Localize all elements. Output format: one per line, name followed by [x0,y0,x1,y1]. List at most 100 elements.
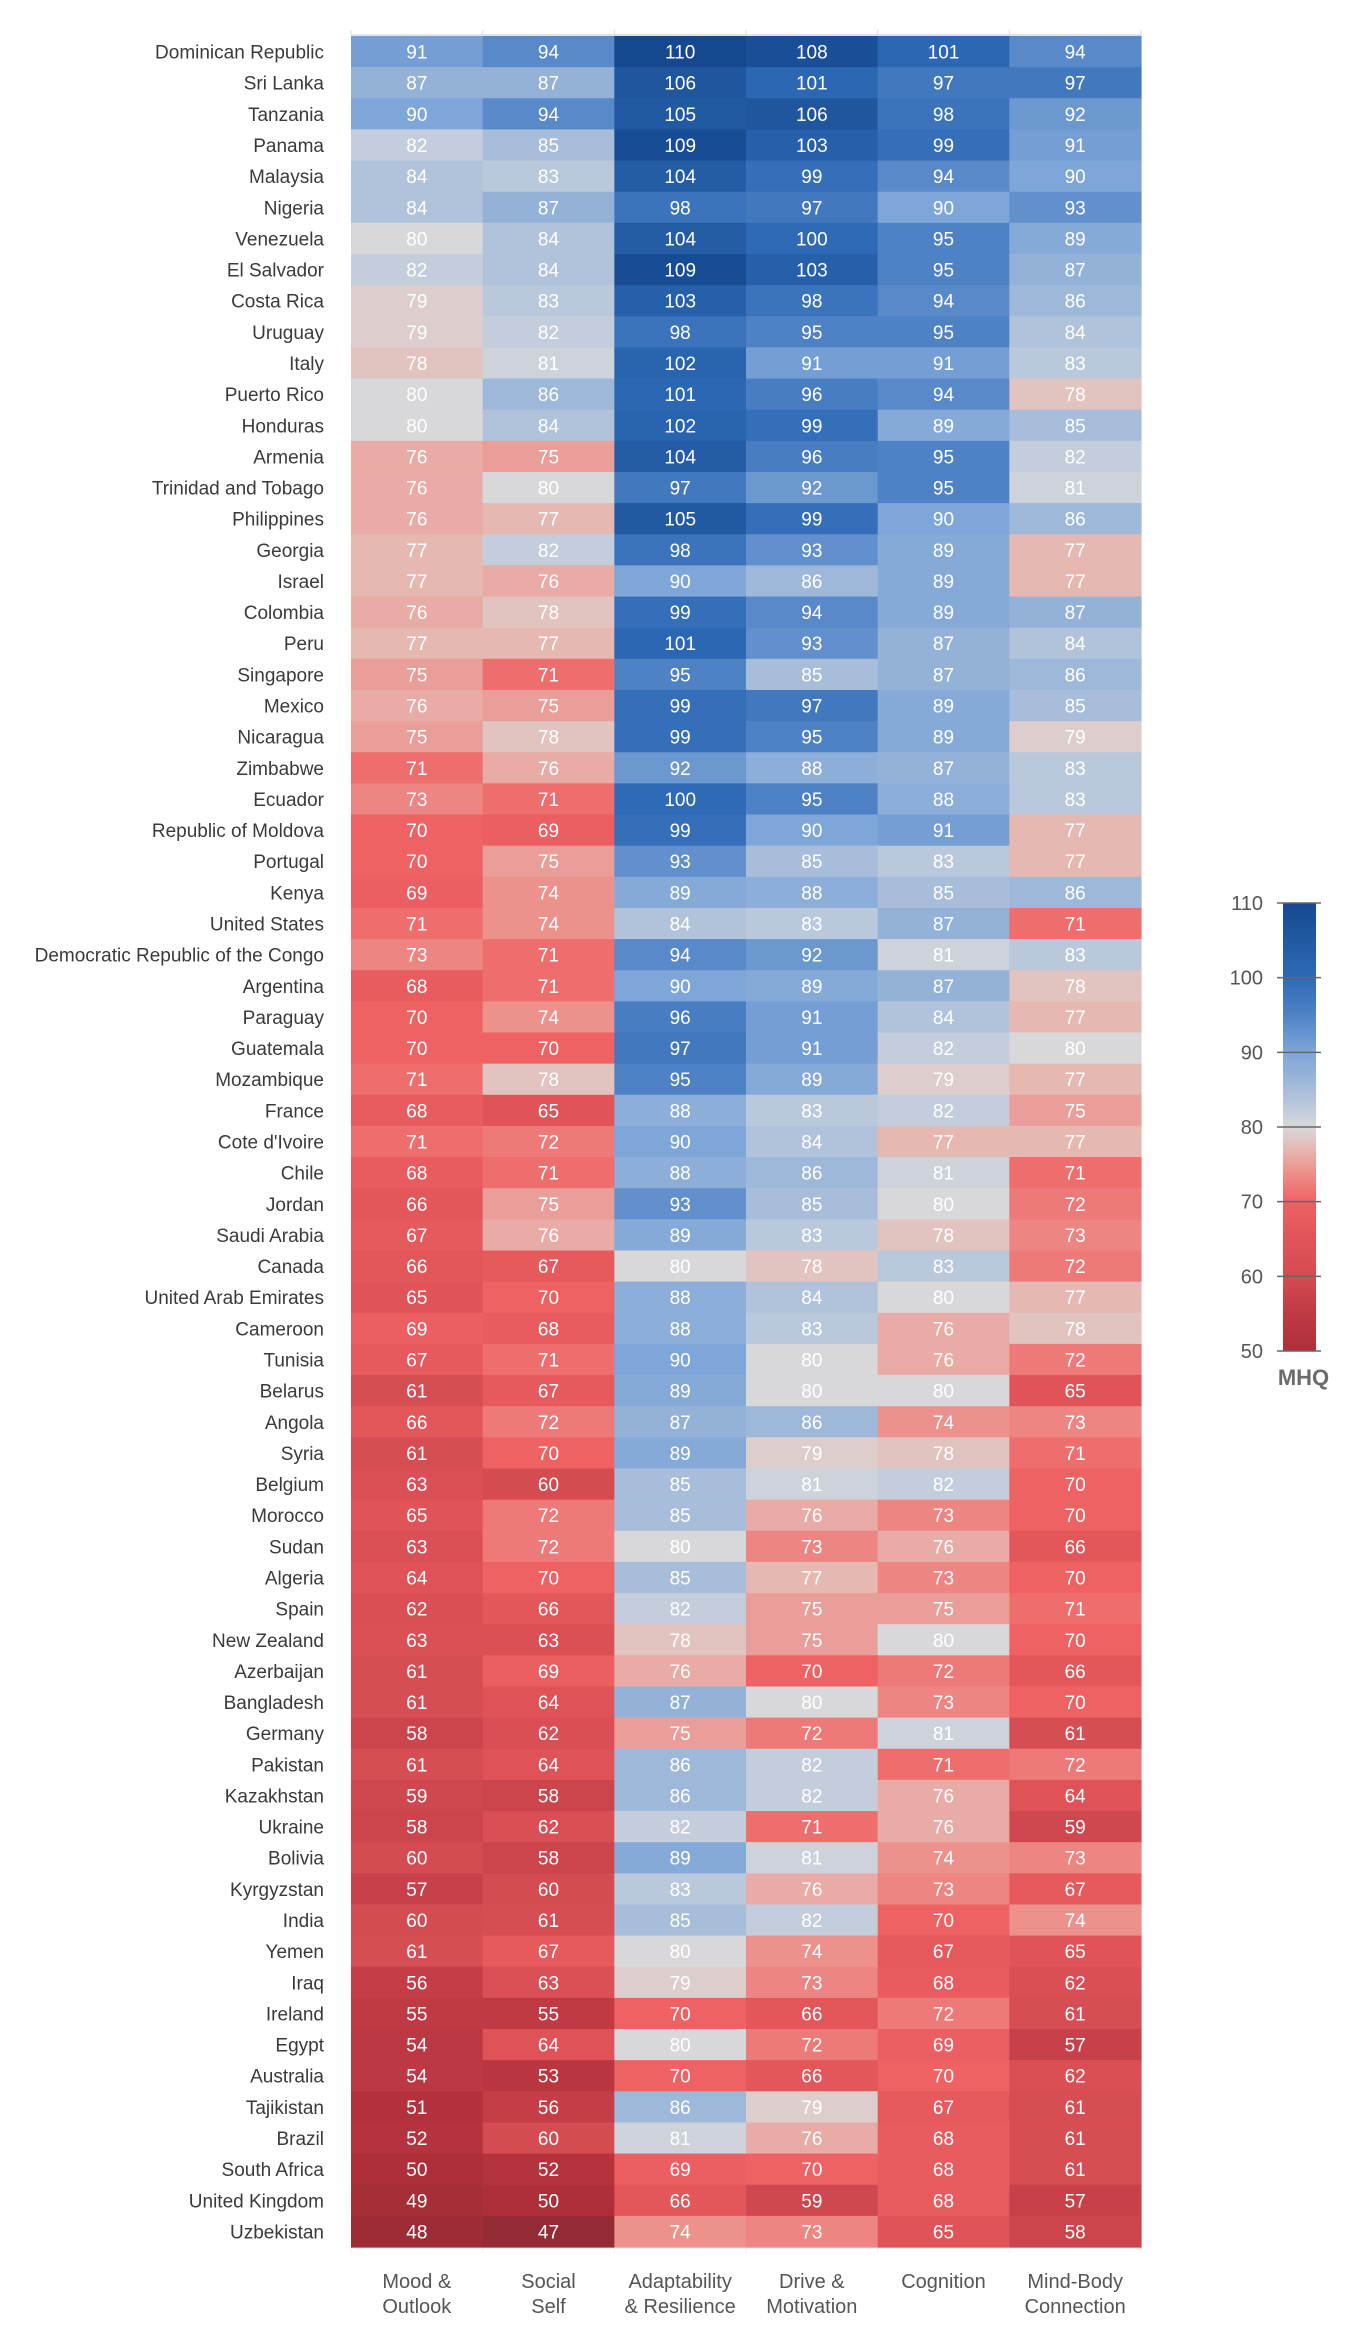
cell-value: 99 [801,416,822,437]
heatmap-cell [746,907,879,940]
heatmap-cell [482,129,615,162]
heatmap-cell [877,1032,1010,1065]
heatmap-cell [1009,1717,1142,1750]
cell-value: 70 [538,1568,559,1589]
heatmap-cell [746,752,879,784]
heatmap-cell [1009,191,1142,224]
heatmap-cell [746,1966,879,1999]
cell-value: 72 [1065,1350,1086,1371]
cell-value: 58 [538,1849,559,1870]
heatmap-cell [1009,658,1142,691]
cell-value: 110 [665,43,695,64]
heatmap-cell [746,721,879,753]
cell-value: 80 [933,1288,954,1309]
heatmap-cell [614,1094,747,1127]
heatmap-cell [614,1842,747,1874]
heatmap-cell [1009,285,1142,317]
cell-value: 61 [1065,2004,1086,2025]
cell-value: 65 [406,1506,427,1527]
cell-value: 77 [1065,1070,1086,1091]
colorbar: 50 60 70 80 90 100 110 MHQ [1230,893,1330,1390]
colorbar-tick-label: 60 [1241,1266,1263,1288]
cell-value: 74 [538,883,560,904]
heatmap-cell [614,1966,747,1999]
row-label: Bolivia [268,1849,324,1870]
row-label: Cote d'Ivoire [218,1133,324,1154]
heatmap-cell [482,689,615,722]
cell-value: 87 [933,759,954,780]
cell-value: 90 [1065,167,1086,188]
cell-value: 103 [796,261,828,282]
heatmap-cell [877,1561,1010,1594]
cell-value: 78 [538,728,559,749]
heatmap-cell [614,1375,747,1407]
cell-value: 82 [406,136,427,157]
cell-value: 61 [1065,2098,1086,2119]
cell-value: 70 [406,1008,427,1029]
cell-value: 80 [801,1382,822,1403]
cell-value: 86 [670,1786,691,1807]
cell-value: 91 [1065,136,1086,157]
cell-value: 73 [1065,1849,1086,1870]
cell-value: 89 [801,1070,822,1091]
cell-value: 75 [538,852,559,873]
heatmap-cell [746,1779,879,1812]
cell-value: 67 [538,1257,559,1278]
heatmap-cell [746,67,879,99]
column-label: Self [531,2296,566,2318]
heatmap-cell [482,222,615,255]
heatmap-cell [482,845,615,878]
heatmap-cell [614,2091,747,2124]
cell-value: 70 [801,1662,822,1683]
heatmap-cell [1009,596,1142,629]
cell-value: 91 [801,1008,822,1029]
row-label: Ukraine [259,1818,324,1839]
heatmap-cell [482,98,615,131]
row-label: Kyrgyzstan [230,1880,324,1901]
row-label: Canada [257,1257,324,1278]
cell-value: 61 [1065,2129,1086,2150]
cell-value: 93 [670,1195,691,1216]
heatmap-cell [877,347,1010,380]
heatmap-cell [1009,440,1142,473]
cell-value: 108 [796,43,828,64]
cell-value: 83 [933,852,954,873]
heatmap-cell [614,471,747,504]
heatmap-cell [614,1717,747,1750]
heatmap-cell [482,191,615,224]
cell-value: 96 [801,385,822,406]
row-label: New Zealand [212,1631,324,1652]
heatmap-cell [482,907,615,940]
cell-value: 95 [670,665,691,686]
heatmap-cell [1009,970,1142,1002]
heatmap-cell [877,1281,1010,1314]
heatmap-cell [614,1499,747,1532]
row-label: Algeria [265,1568,325,1589]
heatmap-cell [351,1593,484,1625]
cell-value: 68 [406,977,427,998]
heatmap-cell [482,1094,615,1127]
heatmap-cell [614,2184,747,2217]
cell-value: 74 [933,1413,955,1434]
heatmap-cell [877,440,1010,473]
cell-value: 90 [406,105,427,126]
cell-value: 76 [406,510,427,531]
cell-value: 80 [670,1257,691,1278]
heatmap-cell [1009,721,1142,753]
row-label: Jordan [266,1195,324,1216]
cell-value: 77 [1065,1288,1086,1309]
cell-value: 83 [1065,759,1086,780]
heatmap-cell [746,1125,879,1158]
heatmap-cell [746,2153,879,2186]
cell-value: 84 [538,229,560,250]
cell-value: 48 [406,2222,427,2243]
cell-value: 74 [538,1008,560,1029]
heatmap-cell [351,534,484,566]
cell-value: 78 [670,1631,691,1652]
heatmap-cell [1009,503,1142,535]
colorbar-tick-label: 70 [1241,1192,1263,1214]
heatmap-cell [482,1032,615,1065]
heatmap-cell [614,1530,747,1563]
colorbar-title: MHQ [1278,1365,1329,1390]
cell-value: 76 [801,1506,822,1527]
